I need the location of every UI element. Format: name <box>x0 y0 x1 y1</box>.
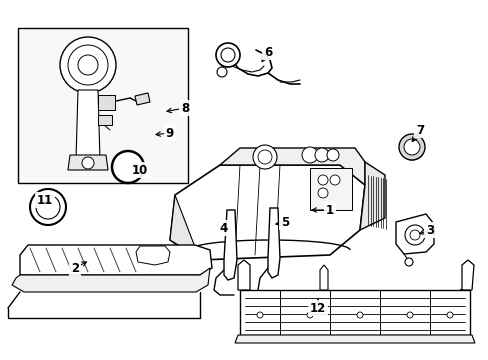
Circle shape <box>36 195 60 219</box>
Circle shape <box>258 150 271 164</box>
Polygon shape <box>68 155 108 170</box>
Text: 2: 2 <box>71 261 79 274</box>
Circle shape <box>317 188 327 198</box>
Text: 1: 1 <box>325 203 333 216</box>
Polygon shape <box>220 148 364 185</box>
Polygon shape <box>319 265 327 290</box>
Polygon shape <box>98 115 112 125</box>
Polygon shape <box>359 162 384 230</box>
Text: 9: 9 <box>165 126 174 140</box>
Circle shape <box>329 175 339 185</box>
Circle shape <box>317 175 327 185</box>
Polygon shape <box>238 260 249 290</box>
Circle shape <box>446 312 452 318</box>
Circle shape <box>217 67 226 77</box>
Text: 8: 8 <box>181 102 189 114</box>
Text: 6: 6 <box>264 45 271 59</box>
Circle shape <box>257 312 263 318</box>
Polygon shape <box>459 260 473 290</box>
Text: 5: 5 <box>280 216 288 229</box>
Circle shape <box>112 151 143 183</box>
Circle shape <box>216 43 240 67</box>
Polygon shape <box>267 208 280 278</box>
Circle shape <box>404 225 424 245</box>
Polygon shape <box>12 268 209 292</box>
Text: 7: 7 <box>415 123 423 136</box>
Text: 3: 3 <box>425 224 433 237</box>
Text: 4: 4 <box>220 221 228 234</box>
Circle shape <box>60 37 116 93</box>
Text: 12: 12 <box>309 302 325 315</box>
Polygon shape <box>135 93 150 105</box>
Polygon shape <box>170 165 364 260</box>
Circle shape <box>398 134 424 160</box>
Circle shape <box>68 45 108 85</box>
Circle shape <box>406 312 412 318</box>
Circle shape <box>306 312 312 318</box>
Polygon shape <box>240 290 469 335</box>
Circle shape <box>252 145 276 169</box>
Circle shape <box>221 48 235 62</box>
Circle shape <box>356 312 362 318</box>
Circle shape <box>326 149 338 161</box>
Polygon shape <box>98 95 115 110</box>
Polygon shape <box>136 246 170 265</box>
Polygon shape <box>395 214 433 254</box>
Polygon shape <box>76 90 100 160</box>
Circle shape <box>302 147 317 163</box>
Polygon shape <box>170 195 200 260</box>
Circle shape <box>82 157 94 169</box>
Text: 10: 10 <box>132 163 148 176</box>
Circle shape <box>404 258 412 266</box>
Bar <box>18 28 187 183</box>
Polygon shape <box>309 168 351 210</box>
Circle shape <box>409 230 419 240</box>
Circle shape <box>30 189 66 225</box>
Circle shape <box>314 148 328 162</box>
Polygon shape <box>20 245 212 275</box>
Text: 11: 11 <box>37 194 53 207</box>
Polygon shape <box>224 210 237 280</box>
Circle shape <box>78 55 98 75</box>
Circle shape <box>403 139 419 155</box>
Polygon shape <box>235 335 474 343</box>
